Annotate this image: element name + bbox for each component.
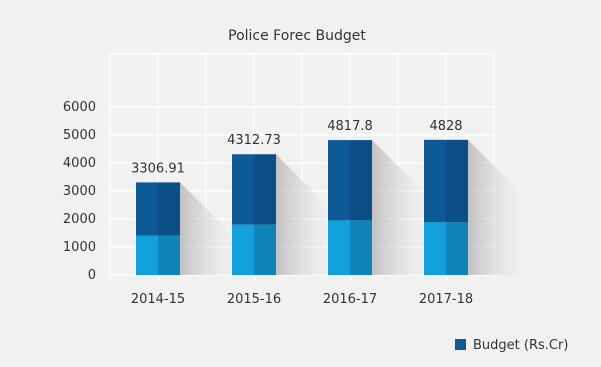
bar-lower-right — [158, 235, 180, 275]
legend-swatch — [455, 339, 466, 350]
y-tick-label: 1000 — [63, 240, 96, 255]
data-label: 4828 — [429, 119, 462, 134]
x-tick-label: 2015-16 — [227, 292, 281, 307]
data-labels: 3306.91 4312.73 4817.8 4828 — [131, 119, 462, 177]
bar-upper-left — [424, 139, 446, 223]
bar-upper-left — [136, 182, 158, 236]
bar-lower-left — [328, 220, 350, 275]
x-axis-ticks: 2014-15 2015-16 2016-17 2017-18 — [131, 292, 473, 307]
x-tick-label: 2017-18 — [419, 292, 473, 307]
bar-lower-left — [232, 224, 254, 275]
legend: Budget (Rs.Cr) — [455, 338, 568, 353]
data-label: 3306.91 — [131, 161, 185, 176]
bar-shadow — [372, 140, 427, 275]
y-axis-ticks: 0 1000 2000 3000 4000 5000 6000 — [63, 100, 96, 283]
bar-upper-left — [232, 154, 254, 225]
bar-lower-right — [254, 224, 276, 275]
x-tick-label: 2014-15 — [131, 292, 185, 307]
data-label: 4312.73 — [227, 133, 281, 148]
bar-upper-right — [350, 140, 372, 221]
bar-lower-left — [424, 222, 446, 275]
bar-shadow — [276, 154, 331, 275]
bar-shadows — [180, 139, 523, 275]
bars — [136, 139, 468, 275]
x-tick-label: 2016-17 — [323, 292, 377, 307]
y-tick-label: 4000 — [63, 156, 96, 171]
y-tick-label: 5000 — [63, 128, 96, 143]
chart-title: Police Forec Budget — [228, 28, 366, 44]
y-tick-label: 2000 — [63, 212, 96, 227]
bar-upper-right — [446, 139, 468, 223]
bar-upper-left — [328, 140, 350, 221]
y-tick-label: 6000 — [63, 100, 96, 115]
y-tick-label: 0 — [88, 268, 96, 283]
bar-shadow — [468, 139, 523, 275]
y-tick-label: 3000 — [63, 184, 96, 199]
bar-shadow — [180, 182, 235, 275]
bar-lower-left — [136, 235, 158, 275]
bar-upper-right — [254, 154, 276, 225]
bar-lower-right — [350, 220, 372, 275]
data-label: 4817.8 — [327, 119, 373, 134]
bar-lower-right — [446, 222, 468, 275]
legend-label: Budget (Rs.Cr) — [473, 338, 568, 353]
bar-upper-right — [158, 182, 180, 236]
